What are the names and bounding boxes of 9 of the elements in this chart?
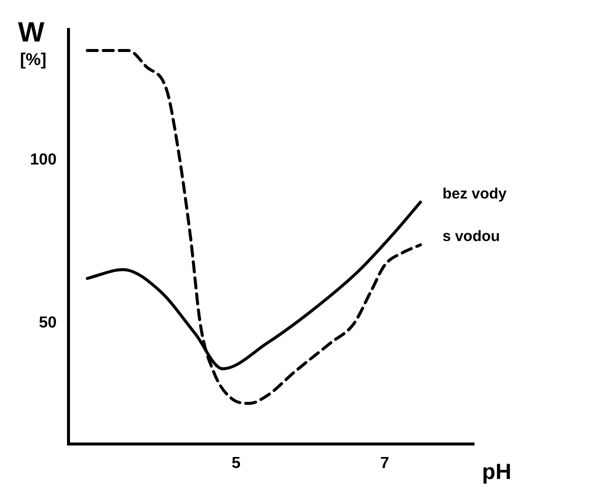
line-series xyxy=(86,48,422,405)
y-axis-title: W [%] xyxy=(18,16,46,70)
series-label: s vodou xyxy=(442,228,500,245)
x-tick-label: 7 xyxy=(380,454,390,472)
y-tick-label: 50 xyxy=(38,314,57,332)
y-tick-label: 100 xyxy=(30,151,57,168)
x-axis-title: pH xyxy=(482,458,512,484)
x-tick-label: 5 xyxy=(232,454,241,472)
series-label: bez vody xyxy=(442,185,508,202)
